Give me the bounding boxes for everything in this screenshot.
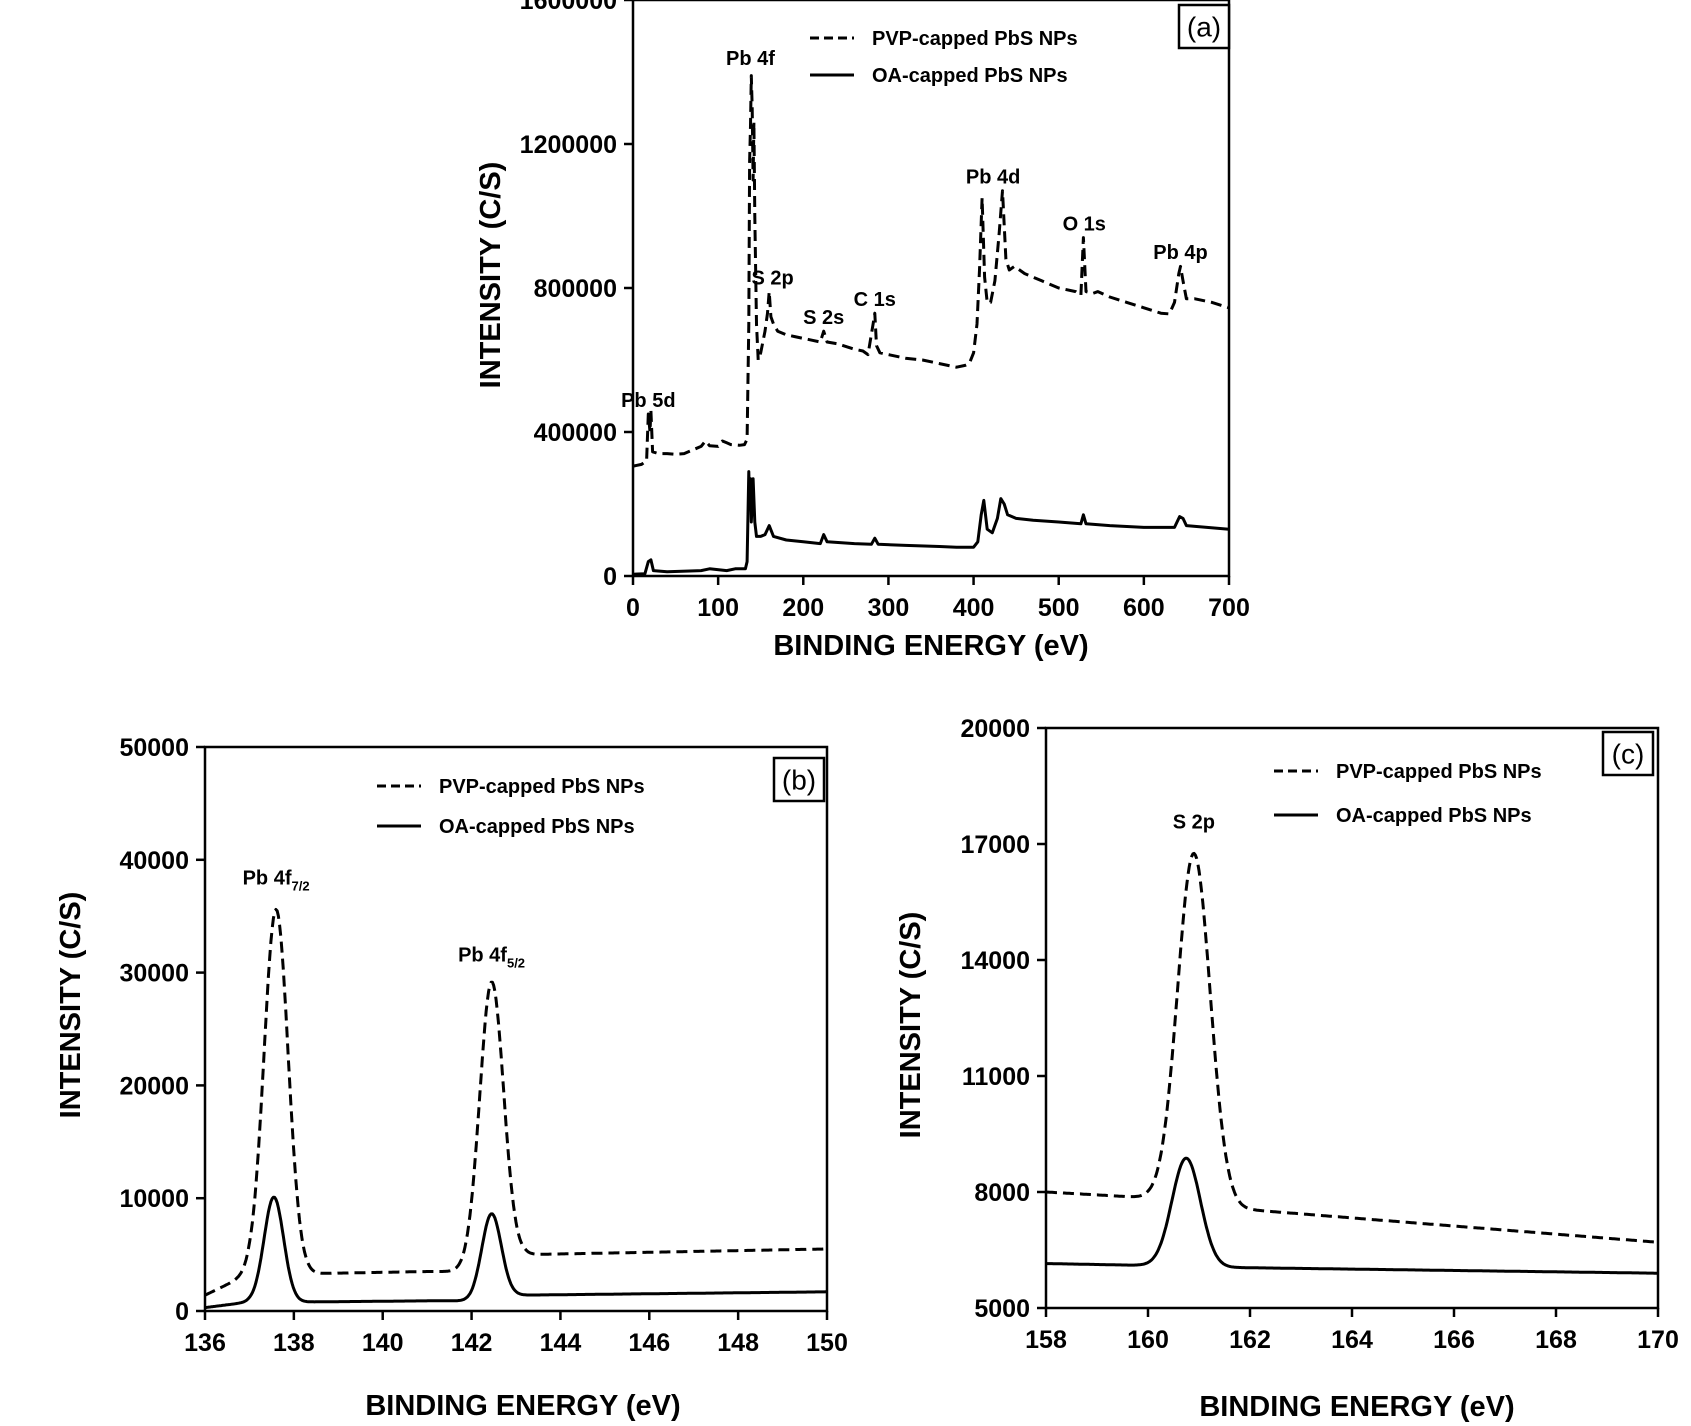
y-tick-label: 40000 — [119, 847, 189, 875]
x-tick-label: 160 — [1127, 1326, 1169, 1354]
peak-label: C 1s — [854, 289, 896, 311]
x-tick-label: 146 — [628, 1329, 670, 1357]
peak-label: S 2p — [1173, 812, 1215, 834]
panel-letter-box — [1601, 730, 1655, 777]
y-tick-label: 11000 — [962, 1063, 1030, 1091]
series-line-pvp — [205, 908, 827, 1297]
x-tick-label: 200 — [782, 594, 824, 622]
x-tick-label: 162 — [1229, 1326, 1271, 1354]
panel-c-s2p-spectrum: 158 160 162 164 166 168 170 5000 8000 11000 14000 1… — [895, 715, 1679, 1423]
x-tick-label: 136 — [184, 1329, 226, 1357]
x-tick-label: 500 — [1038, 594, 1080, 622]
x-tick-label: 600 — [1123, 594, 1165, 622]
series-lines — [205, 908, 827, 1310]
x-tick-label: 300 — [868, 594, 910, 622]
x-tick-label: 138 — [273, 1329, 315, 1357]
y-tick-label: 1600000 — [520, 0, 617, 15]
y-tick-label: 400000 — [534, 419, 617, 447]
peak-label: Pb 4d — [966, 167, 1020, 189]
x-axis-title: BINDING ENERGY (eV) — [1199, 1391, 1514, 1423]
x-axis-title: BINDING ENERGY (eV) — [773, 630, 1088, 662]
y-tick-label: 1200000 — [520, 131, 617, 159]
y-tick-label: 20000 — [960, 715, 1030, 743]
y-axis-title: INTENSITY (C/S) — [475, 162, 507, 389]
legend-label: OA-capped PbS NPs — [439, 816, 635, 838]
peak-label: Pb 4f — [726, 48, 775, 70]
y-tick-label: 8000 — [974, 1179, 1030, 1207]
peak-label-subscript: 7/2 — [291, 879, 309, 894]
panel-a-survey-spectrum: 0 100 200 300 400 500 600 700 0 400000 800000 12000… — [475, 0, 1250, 662]
peak-label: Pb 4f7/2 — [243, 868, 310, 894]
legend: PVP-capped PbS NPs OA-capped PbS NPs — [810, 28, 1078, 87]
peak-label: Pb 5d — [621, 390, 675, 412]
x-tick-label: 100 — [697, 594, 739, 622]
series-lines — [1046, 851, 1658, 1275]
y-tick-label: 14000 — [960, 947, 1030, 975]
panel-b-pb4f-spectrum: 136 138 140 142 144 146 148 150 0 10000 20000 30000… — [55, 734, 848, 1422]
series-line-oa — [205, 1195, 827, 1310]
plot-frame — [203, 745, 829, 1313]
peak-label-subscript: 5/2 — [507, 955, 525, 970]
x-tick-label: 166 — [1433, 1326, 1475, 1354]
series-line-pvp — [633, 74, 1229, 468]
peak-label: S 2p — [752, 267, 794, 289]
peak-label: Pb 4p — [1153, 242, 1207, 264]
panel-letter-box — [1177, 3, 1231, 50]
peak-label-main: Pb 4f — [458, 944, 507, 966]
series-line-oa — [633, 470, 1229, 576]
y-tick-label: 0 — [175, 1298, 189, 1326]
x-tick-label: 700 — [1208, 594, 1250, 622]
y-tick-label: 50000 — [119, 734, 189, 762]
series-line-oa — [1046, 1156, 1658, 1275]
x-tick-label: 164 — [1331, 1326, 1373, 1354]
y-tick-label: 0 — [603, 563, 617, 591]
peak-label: O 1s — [1063, 213, 1106, 235]
x-tick-label: 168 — [1535, 1326, 1577, 1354]
peak-label: Pb 4f5/2 — [458, 944, 525, 970]
legend-label: PVP-capped PbS NPs — [1336, 761, 1542, 783]
panel-letter-box — [772, 756, 826, 803]
peak-label: S 2s — [803, 307, 844, 329]
x-tick-label: 170 — [1637, 1326, 1679, 1354]
y-axis-title: INTENSITY (C/S) — [55, 892, 87, 1119]
panel-letter: (b) — [782, 765, 816, 796]
x-tick-label: 150 — [806, 1329, 848, 1357]
legend: PVP-capped PbS NPs OA-capped PbS NPs — [377, 776, 645, 838]
legend: PVP-capped PbS NPs OA-capped PbS NPs — [1274, 761, 1542, 827]
x-tick-label: 0 — [626, 594, 640, 622]
x-tick-label: 142 — [451, 1329, 493, 1357]
y-tick-label: 800000 — [534, 275, 617, 303]
y-tick-label: 17000 — [960, 831, 1030, 859]
x-tick-label: 158 — [1025, 1326, 1067, 1354]
peak-label-main: Pb 4f — [243, 868, 292, 890]
legend-label: OA-capped PbS NPs — [1336, 805, 1532, 827]
series-lines — [633, 74, 1229, 576]
x-tick-label: 144 — [540, 1329, 582, 1357]
y-axis-title: INTENSITY (C/S) — [895, 912, 927, 1139]
x-axis-title: BINDING ENERGY (eV) — [365, 1390, 680, 1422]
legend-label: OA-capped PbS NPs — [872, 65, 1068, 87]
x-tick-label: 140 — [362, 1329, 404, 1357]
y-tick-label: 10000 — [119, 1185, 189, 1213]
legend-label: PVP-capped PbS NPs — [872, 28, 1078, 50]
panel-letter: (c) — [1612, 739, 1645, 770]
series-line-pvp — [1046, 851, 1658, 1244]
y-tick-label: 5000 — [974, 1295, 1030, 1323]
y-tick-label: 20000 — [119, 1072, 189, 1100]
panel-letter: (a) — [1187, 12, 1221, 43]
x-tick-label: 400 — [953, 594, 995, 622]
legend-label: PVP-capped PbS NPs — [439, 776, 645, 798]
y-tick-label: 30000 — [119, 960, 189, 988]
x-tick-label: 148 — [717, 1329, 759, 1357]
